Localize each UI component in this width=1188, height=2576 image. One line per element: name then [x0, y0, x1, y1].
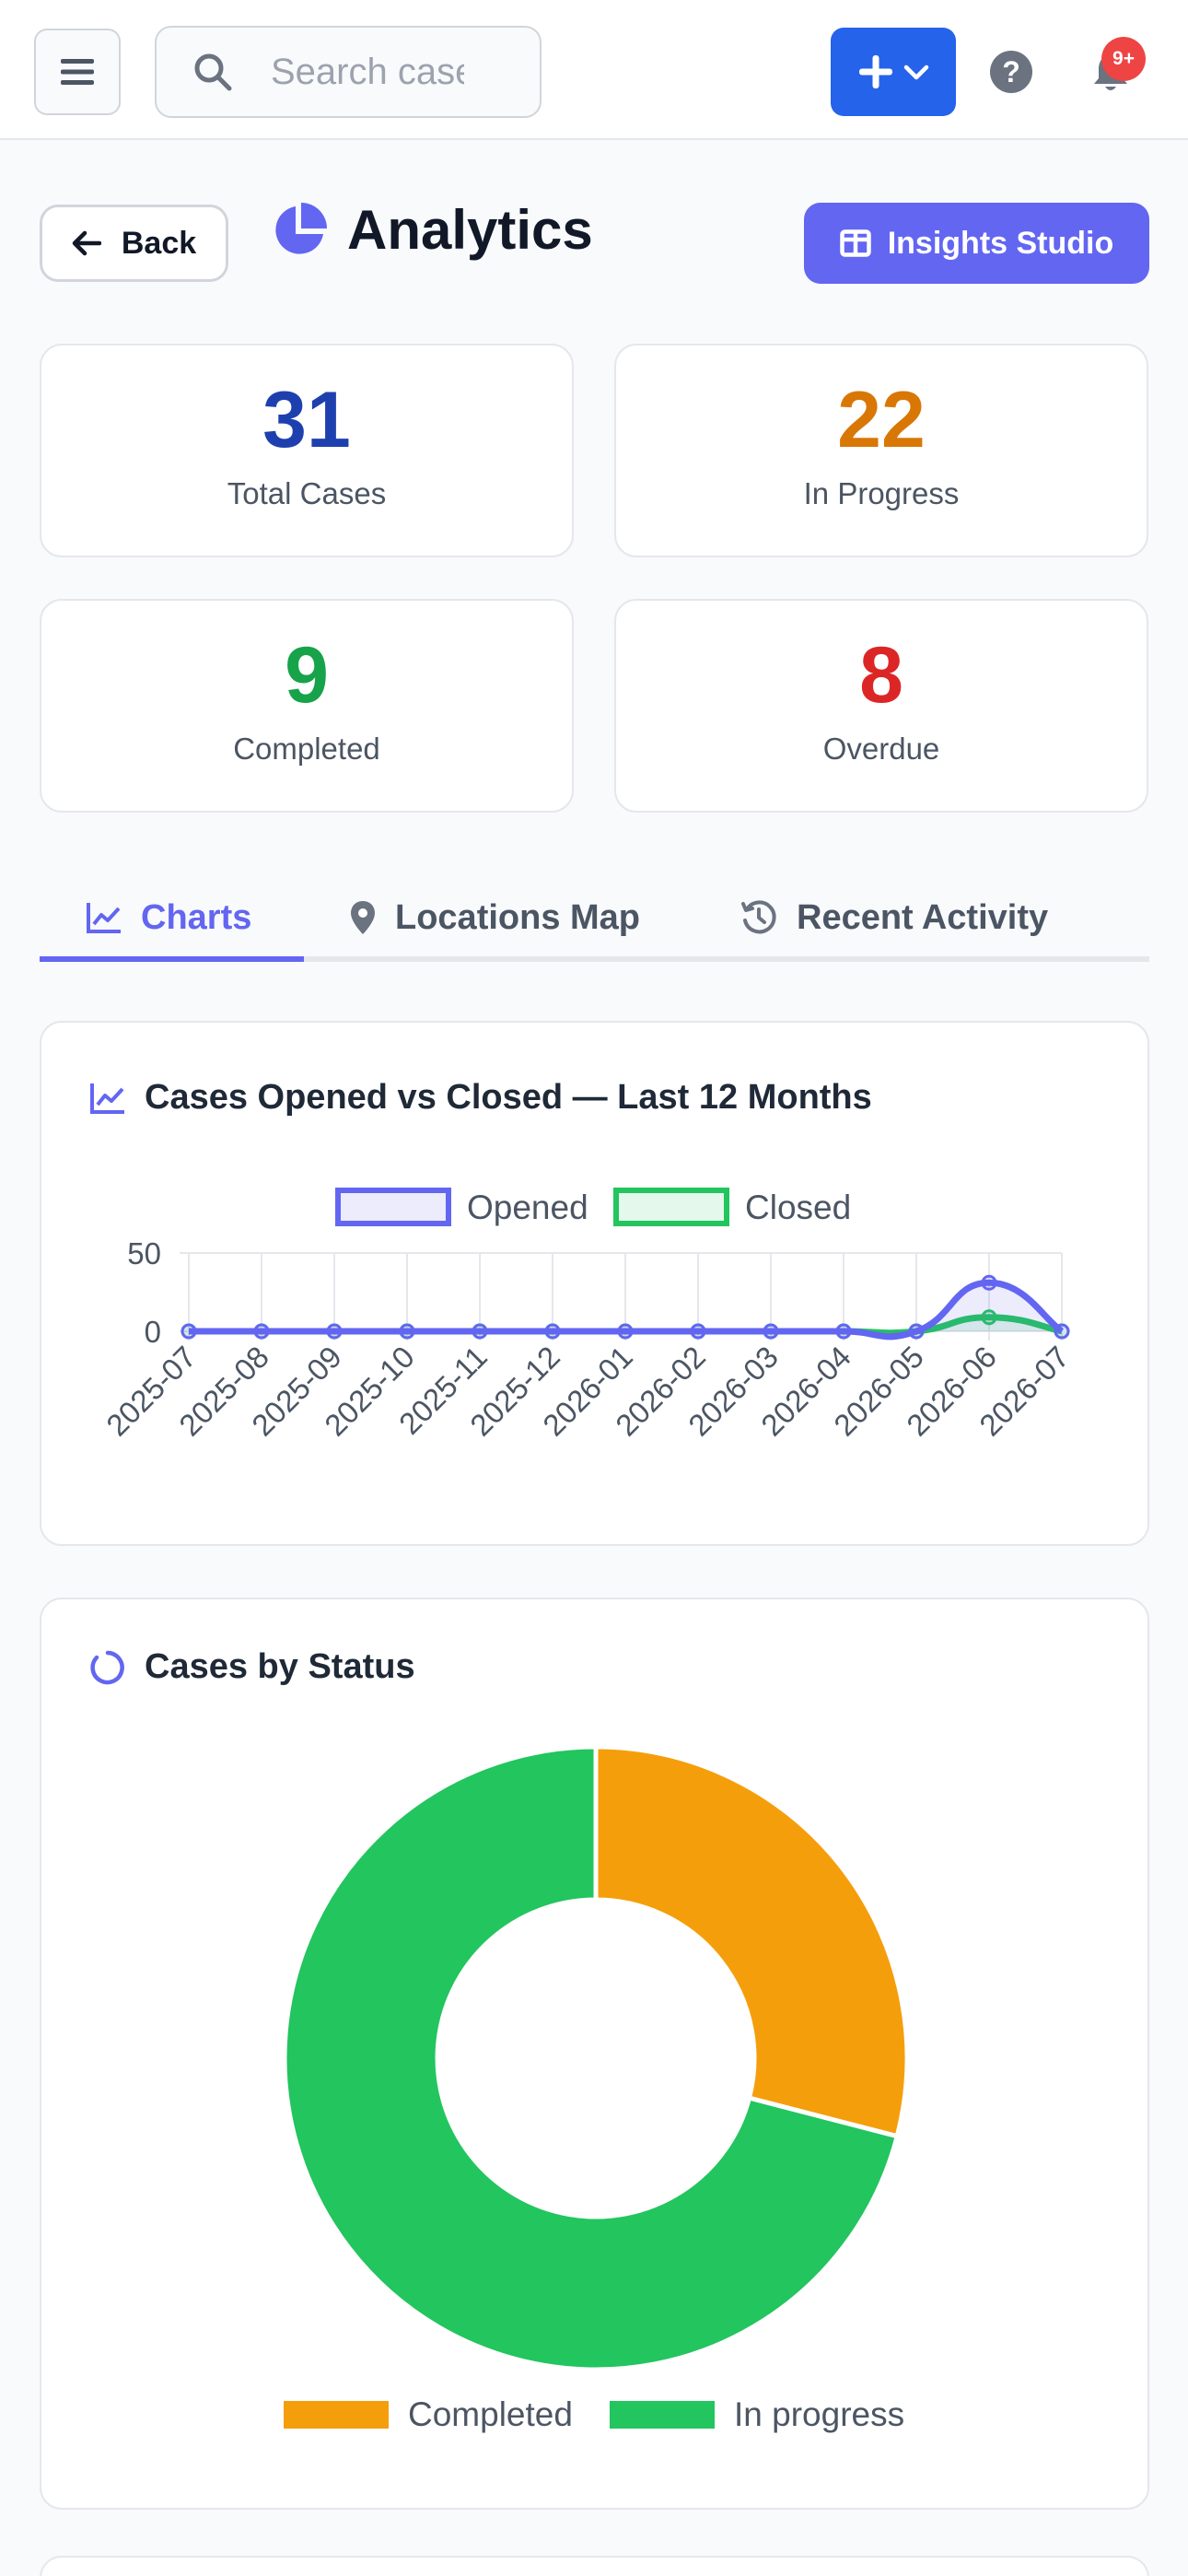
- top-bar: ? 9+: [0, 0, 1188, 140]
- stat-card-completed[interactable]: 9 Completed: [40, 599, 574, 813]
- stat-label: Overdue: [822, 732, 940, 766]
- active-tab-indicator: [40, 956, 304, 962]
- legend-swatch-opened[interactable]: [335, 1188, 451, 1226]
- line-chart-title: Cases Opened vs Closed — Last 12 Months: [145, 1078, 872, 1117]
- series-line-opened: [189, 1279, 1065, 1341]
- line-chart-icon: [87, 903, 121, 933]
- data-point-opened[interactable]: [399, 1323, 415, 1340]
- legend-label[interactable]: Closed: [745, 1188, 851, 1226]
- legend-swatch-completed[interactable]: [284, 2401, 389, 2429]
- stat-value: 31: [262, 376, 351, 464]
- line-chart: Opened Closed5002025-072025-082025-092025…: [99, 1188, 1076, 1443]
- search-icon: [194, 53, 232, 91]
- legend-label[interactable]: Completed: [408, 2395, 573, 2433]
- line-chart-card: Cases Opened vs Closed — Last 12 Months …: [40, 1021, 1149, 1546]
- line-chart-title-row: Cases Opened vs Closed — Last 12 Months: [89, 1078, 872, 1118]
- donut-slice-completed[interactable]: [593, 1744, 910, 2139]
- back-button-label: Back: [121, 225, 197, 261]
- data-point-opened[interactable]: [472, 1323, 488, 1340]
- tab-label: Recent Activity: [797, 897, 1049, 937]
- history-icon: [741, 900, 776, 934]
- stat-value: 22: [837, 376, 926, 464]
- stat-card-overdue[interactable]: 8 Overdue: [614, 599, 1148, 813]
- tab-recent-activity[interactable]: Recent Activity: [740, 873, 1048, 962]
- notifications-badge: 9+: [1101, 37, 1146, 81]
- stat-label: In Progress: [803, 476, 960, 510]
- stat-value: 9: [285, 631, 329, 720]
- data-point-closed[interactable]: [981, 1309, 997, 1326]
- line-chart-icon: [90, 1083, 124, 1114]
- donut-slice-in-progress[interactable]: [282, 1744, 901, 2372]
- donut-chart-title-row: Cases by Status: [89, 1647, 415, 1687]
- search-box: [155, 26, 542, 118]
- donut-chart-title: Cases by Status: [145, 1647, 415, 1686]
- legend-label[interactable]: In progress: [734, 2395, 904, 2433]
- data-point-opened[interactable]: [908, 1323, 925, 1340]
- stat-card-in-progress[interactable]: 22 In Progress: [614, 344, 1148, 557]
- data-point-opened[interactable]: [763, 1323, 779, 1340]
- data-point-opened[interactable]: [1054, 1323, 1070, 1340]
- y-tick-label: 50: [127, 1236, 161, 1270]
- chevron-down-icon: [903, 64, 929, 80]
- page-title: Analytics: [347, 199, 593, 261]
- legend-swatch-in-progress[interactable]: [610, 2401, 715, 2429]
- data-point-opened[interactable]: [544, 1323, 561, 1340]
- data-point-opened[interactable]: [253, 1323, 270, 1340]
- legend-label[interactable]: Opened: [467, 1188, 588, 1226]
- circle-notch-icon: [90, 1650, 124, 1684]
- next-card: [40, 2556, 1149, 2576]
- pie-chart-icon: [275, 202, 327, 254]
- hamburger-icon: [61, 59, 94, 85]
- tab-label: Locations Map: [395, 897, 641, 937]
- back-button[interactable]: Back: [40, 205, 228, 282]
- page-title-group: Analytics: [270, 198, 593, 262]
- data-point-opened[interactable]: [181, 1323, 197, 1340]
- stat-value: 8: [859, 631, 903, 720]
- search-input[interactable]: [271, 51, 464, 93]
- data-point-opened[interactable]: [835, 1323, 852, 1340]
- tab-charts[interactable]: Charts: [86, 873, 251, 962]
- stat-label: Completed: [233, 732, 380, 766]
- columns-icon: [839, 229, 871, 257]
- arrow-left-icon: [72, 230, 101, 256]
- donut-chart-card: Cases by Status Completed In progress: [40, 1598, 1149, 2510]
- create-new-button[interactable]: [831, 28, 956, 116]
- donut-chart: Completed In progress: [282, 1744, 910, 2433]
- legend-swatch-closed[interactable]: [613, 1188, 729, 1226]
- data-point-opened[interactable]: [981, 1274, 997, 1291]
- stat-card-total-cases[interactable]: 31 Total Cases: [40, 344, 574, 557]
- stat-label: Total Cases: [227, 476, 387, 510]
- insights-studio-label: Insights Studio: [887, 225, 1114, 261]
- plus-icon: [859, 55, 892, 88]
- y-tick-label: 0: [145, 1315, 161, 1349]
- tab-bar: Charts Locations Map Recent Activity: [40, 873, 1149, 962]
- tab-locations-map[interactable]: Locations Map: [349, 873, 640, 962]
- data-point-opened[interactable]: [617, 1323, 634, 1340]
- data-point-opened[interactable]: [690, 1323, 706, 1340]
- help-icon[interactable]: ?: [990, 51, 1032, 93]
- data-point-opened[interactable]: [326, 1323, 343, 1340]
- tab-label: Charts: [141, 897, 252, 937]
- insights-studio-button[interactable]: Insights Studio: [804, 203, 1149, 284]
- menu-button[interactable]: [34, 29, 121, 115]
- map-pin-icon: [351, 901, 375, 934]
